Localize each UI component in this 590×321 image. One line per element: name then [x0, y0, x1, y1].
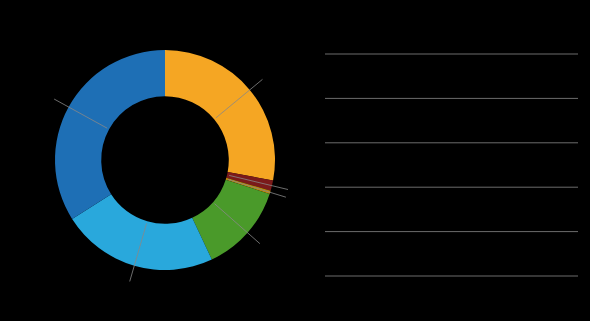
legend-rule	[325, 231, 578, 232]
legend-rule	[325, 142, 578, 143]
leader-lines	[54, 79, 288, 281]
leader-line	[215, 204, 260, 244]
legend-rule	[325, 187, 578, 188]
legend-rule	[325, 98, 578, 99]
donut-slice	[165, 50, 275, 181]
chart-svg	[0, 0, 590, 321]
background	[0, 0, 590, 321]
leader-line	[130, 223, 147, 281]
legend-rule	[325, 54, 578, 55]
legend-rule	[325, 276, 578, 277]
leader-line	[54, 99, 107, 128]
leader-line	[228, 179, 286, 197]
chart-container	[0, 0, 590, 321]
legend-rules	[325, 54, 578, 276]
donut	[55, 50, 275, 270]
leader-line	[216, 79, 263, 118]
donut-slice	[55, 50, 165, 219]
